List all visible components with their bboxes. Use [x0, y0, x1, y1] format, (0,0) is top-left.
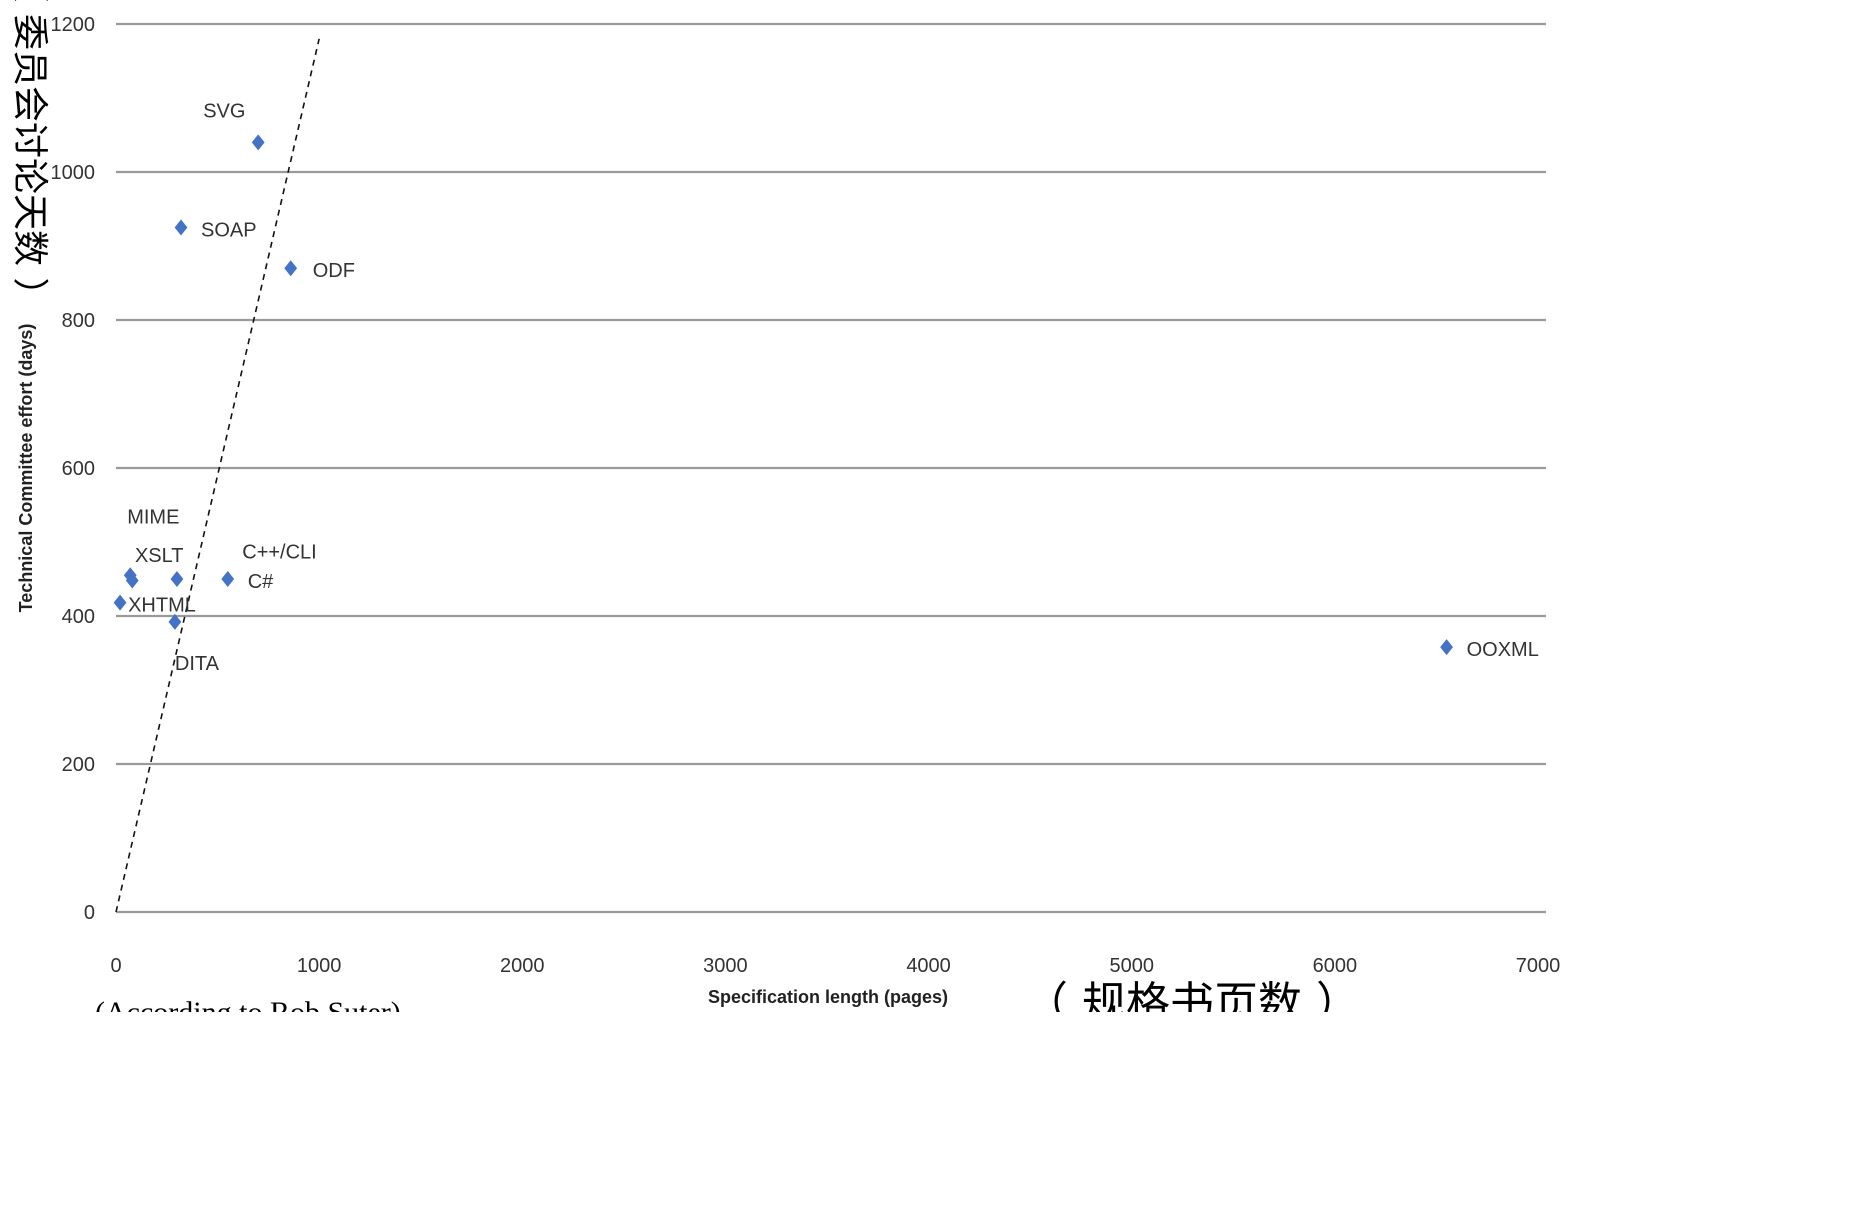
y-tick-label: 1200 [51, 14, 96, 36]
point-label: OOXML [1467, 639, 1539, 661]
point-label: DITA [175, 653, 220, 675]
x-tick-label: 3000 [703, 955, 748, 977]
point-label: XHTML [128, 595, 196, 617]
point-label: MIME [127, 506, 179, 528]
diamond-marker [174, 219, 188, 236]
point-label: ODF [313, 260, 355, 282]
diamond-marker [125, 572, 139, 589]
point-label: C# [248, 571, 274, 593]
diamond-marker [168, 613, 182, 630]
x-tick-label: 6000 [1313, 955, 1358, 977]
data-point: ODF [284, 260, 355, 282]
diamond-marker [221, 571, 235, 587]
data-point: DITA [168, 613, 220, 675]
y-tick-label: 1000 [51, 162, 96, 184]
y-axis-title: Technical Committee effort (days) [16, 324, 36, 613]
diamond-marker [113, 594, 127, 611]
x-tick-label: 1000 [297, 955, 342, 977]
y-tick-label: 600 [62, 458, 95, 480]
data-point: C# [221, 571, 274, 593]
data-points: SVG SOAP ODF MIME XSLT C++/CLI C# XHTML DITA OOXM… [113, 100, 1539, 675]
data-point: OOXML [1440, 639, 1539, 661]
data-point: SVG [203, 100, 265, 151]
point-label: SOAP [201, 220, 257, 242]
x-tick-label: 7000 [1516, 955, 1561, 977]
x-axis-title: Specification length (pages) [708, 987, 948, 1007]
data-point: XHTML [113, 594, 196, 617]
diamond-marker [284, 260, 298, 277]
point-label: C++/CLI [242, 541, 316, 563]
data-point: XSLT [135, 545, 184, 587]
y-tick-label: 400 [62, 606, 95, 628]
x-tick-label: 5000 [1109, 955, 1154, 977]
diamond-marker [251, 134, 265, 151]
point-label: SVG [203, 100, 245, 122]
y-tick-label: 0 [84, 902, 95, 924]
data-point: C++/CLI [125, 541, 317, 589]
x-tick-label: 4000 [906, 955, 951, 977]
data-point: SOAP [174, 219, 257, 242]
y-axis-title-cjk: （ 委员会讨论天数 ） [9, 0, 50, 313]
y-tick-label: 800 [62, 310, 95, 332]
x-tick-label: 2000 [500, 955, 545, 977]
scatter-chart: 0 1000 2000 3000 4000 5000 6000 7000 0 200 400 600… [9, 0, 1560, 1012]
y-tick-label: 200 [62, 754, 95, 776]
diamond-marker [1440, 639, 1453, 656]
x-axis-title-cjk: （ 规格书页数 ） [1024, 978, 1360, 1012]
source-note: (According to Rob Suter) [95, 996, 401, 1012]
y-tick-labels: 0 200 400 600 800 1000 1200 [51, 14, 96, 924]
x-tick-labels: 0 1000 2000 3000 4000 5000 6000 7000 [110, 955, 1560, 977]
trend-line [115, 38, 320, 913]
point-label: XSLT [135, 545, 184, 567]
x-tick-label: 0 [110, 955, 121, 977]
diamond-marker [170, 571, 184, 587]
gridlines [116, 22, 1546, 914]
